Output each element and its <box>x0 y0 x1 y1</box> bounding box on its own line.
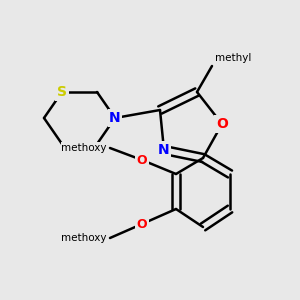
Text: O: O <box>137 154 147 166</box>
Text: N: N <box>109 111 121 125</box>
Text: methoxy: methoxy <box>61 233 107 243</box>
Text: O: O <box>216 117 228 131</box>
Text: N: N <box>158 143 170 157</box>
Text: O: O <box>137 218 147 230</box>
Text: methoxy: methoxy <box>61 143 107 153</box>
Text: methyl: methyl <box>215 53 251 63</box>
Text: S: S <box>57 85 67 99</box>
